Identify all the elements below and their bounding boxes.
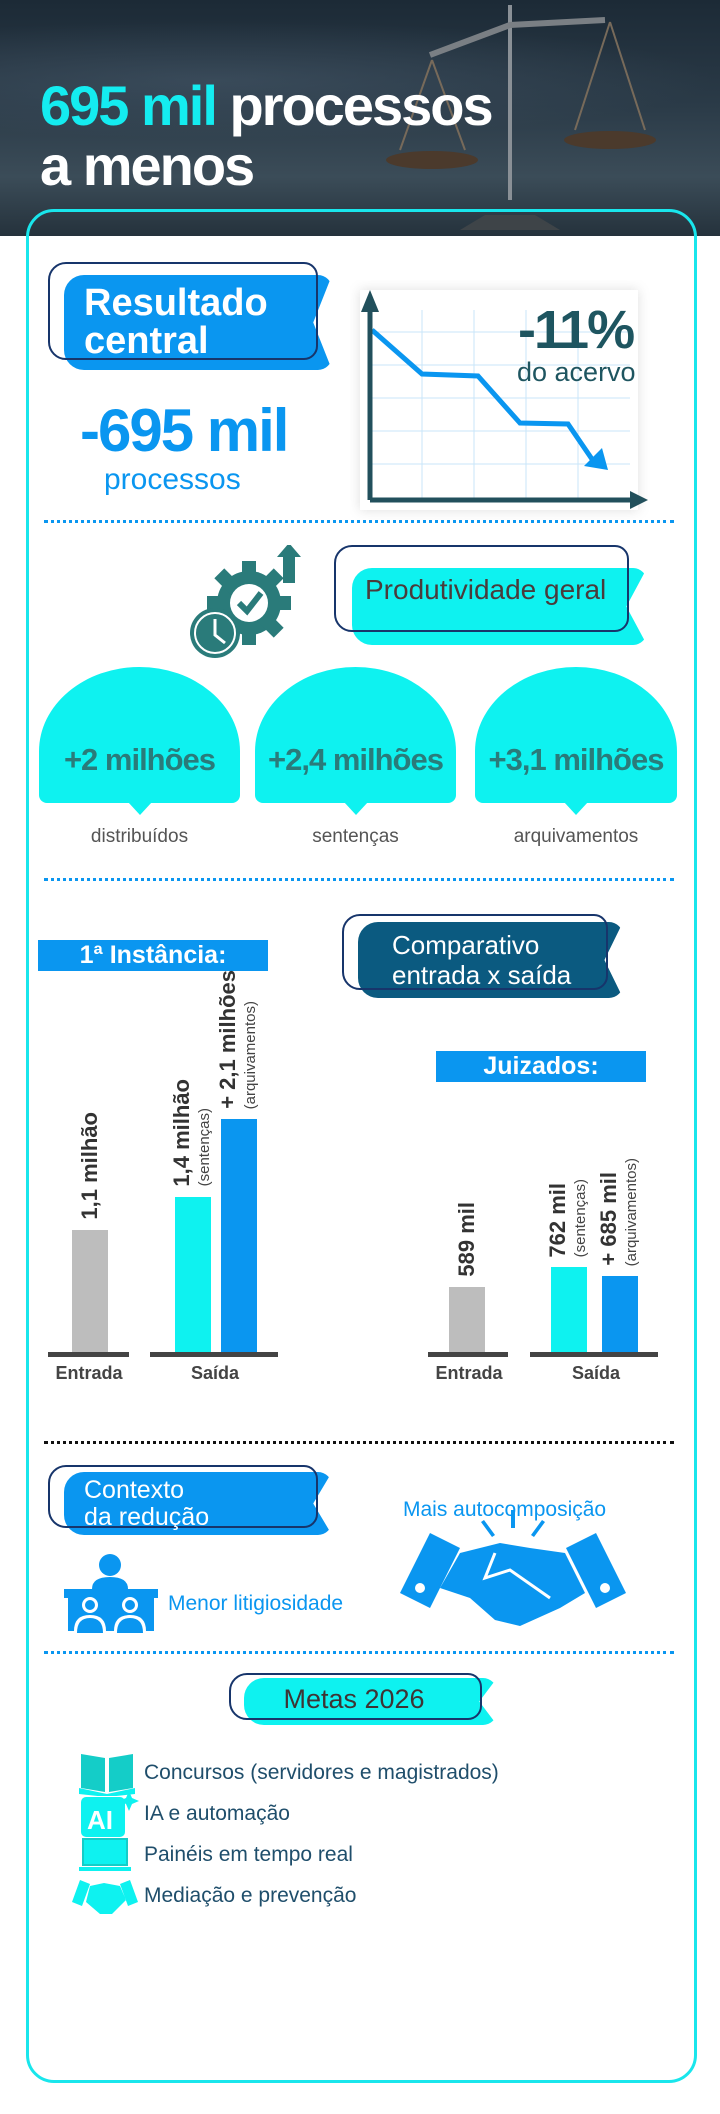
svg-text:AI: AI bbox=[87, 1805, 113, 1835]
metas-banner bbox=[244, 1678, 497, 1725]
juizados-heading: Juizados: bbox=[436, 1051, 646, 1082]
laptop-icon bbox=[79, 1838, 131, 1871]
stat-bubble bbox=[255, 667, 456, 803]
bar-sub-label: (arquivamentos) bbox=[242, 1000, 259, 1109]
bar-sub-label: (arquivamentos) bbox=[623, 1157, 640, 1266]
book-icon bbox=[79, 1754, 135, 1796]
meta-item: Mediação e prevenção bbox=[72, 1876, 356, 1916]
stat-value: +3,1 milhões bbox=[488, 742, 665, 777]
meta-item: Concursos (servidores e magistrados) bbox=[79, 1753, 499, 1796]
banner-outline bbox=[48, 262, 318, 360]
handshake-icon bbox=[400, 1510, 626, 1626]
percent-value: -11% bbox=[518, 300, 635, 360]
bar-baseline bbox=[428, 1352, 508, 1357]
contexto-title: Contexto da redução bbox=[84, 1477, 209, 1531]
bar-sub-label: (sentenças) bbox=[196, 1108, 213, 1187]
stat-value: +2,4 milhões bbox=[268, 742, 444, 777]
result-unit: processos bbox=[104, 463, 241, 496]
banner-line: Contexto bbox=[84, 1476, 185, 1504]
bubble-pointer bbox=[127, 802, 152, 815]
bar-saída bbox=[221, 1118, 257, 1352]
metas-title: Metas 2026 bbox=[283, 1684, 425, 1714]
category-label: Saída bbox=[190, 1363, 240, 1383]
divider bbox=[44, 520, 674, 523]
bubble-pointer bbox=[343, 802, 368, 815]
bar-baseline bbox=[530, 1352, 658, 1357]
divider bbox=[44, 878, 674, 881]
stat-bubble bbox=[39, 667, 240, 803]
produtividade-title: Produtividade geral bbox=[365, 574, 607, 605]
scales-of-justice-image bbox=[386, 5, 656, 230]
bar-saída bbox=[175, 1196, 211, 1352]
category-label: Entrada bbox=[55, 1363, 123, 1383]
divider bbox=[44, 1651, 674, 1654]
bar-baseline bbox=[48, 1352, 129, 1357]
hero-background bbox=[0, 20, 720, 140]
banner-line: Comparativo bbox=[392, 930, 540, 960]
bar-entrada bbox=[449, 1286, 485, 1352]
percent-label: do acervo bbox=[517, 357, 636, 387]
comparativo-banner bbox=[358, 922, 623, 998]
hero-title-line1: 695 mil processos bbox=[40, 74, 494, 137]
audience-people-icon bbox=[64, 1554, 158, 1633]
divider bbox=[44, 1441, 674, 1444]
hero-header: 695 mil processos a menos bbox=[0, 0, 720, 236]
bar-sub-label: (sentenças) bbox=[572, 1179, 589, 1258]
bar-saída bbox=[551, 1267, 587, 1352]
bar-saída bbox=[602, 1275, 638, 1352]
stat-bubble bbox=[475, 667, 677, 803]
meta-item: Painéis em tempo real bbox=[79, 1835, 353, 1875]
stat-label: arquivamentos bbox=[513, 826, 639, 847]
bar-value-label: 589 mil bbox=[454, 1202, 479, 1277]
bar-value-label: + 2,1 milhões bbox=[215, 970, 240, 1109]
hero-title-line2: a menos bbox=[40, 134, 255, 197]
content-card bbox=[26, 209, 697, 2083]
comparativo-title: Comparativo entrada x saída bbox=[392, 930, 571, 990]
banner-line: central bbox=[84, 320, 209, 362]
meta-item: AI IA e automação bbox=[79, 1791, 290, 1837]
bar-value-label: 762 mil bbox=[545, 1182, 570, 1258]
banner-line: da redução bbox=[84, 1503, 210, 1531]
stat-value: +2 milhões bbox=[63, 742, 216, 777]
declining-chart-icon bbox=[360, 290, 648, 510]
stat-label: distribuídos bbox=[90, 826, 189, 847]
contexto-banner bbox=[64, 1472, 332, 1535]
gear-clock-productivity-icon bbox=[190, 545, 301, 658]
banner-outline bbox=[229, 1673, 482, 1720]
resultado-banner bbox=[64, 275, 332, 370]
stat-label: sentenças bbox=[312, 826, 399, 847]
banner-outline bbox=[342, 914, 608, 990]
title-highlight: 695 mil bbox=[40, 74, 218, 137]
meta-text: Painéis em tempo real bbox=[144, 1843, 353, 1866]
bar-value-label: + 685 mil bbox=[596, 1172, 621, 1266]
result-value: -695 mil bbox=[80, 397, 289, 464]
banner-line: entrada x saída bbox=[392, 960, 572, 990]
resultado-title: Resultado central bbox=[84, 284, 268, 360]
bar-value-label: 1,4 milhão bbox=[169, 1079, 194, 1187]
meta-text: IA e automação bbox=[144, 1802, 290, 1825]
category-label: Entrada bbox=[435, 1363, 503, 1383]
mais-autocomposicao-label: Mais autocomposição bbox=[403, 1498, 607, 1521]
banner-outline bbox=[48, 1465, 318, 1528]
handshake-icon bbox=[72, 1880, 138, 1914]
produtividade-banner bbox=[352, 568, 647, 645]
bubble-pointer bbox=[564, 802, 588, 815]
bar-baseline bbox=[150, 1352, 278, 1357]
ai-icon: AI bbox=[81, 1791, 139, 1837]
bar-value-label: 1,1 milhão bbox=[77, 1112, 102, 1220]
meta-text: Concursos (servidores e magistrados) bbox=[144, 1761, 499, 1784]
category-label: Saída bbox=[571, 1363, 621, 1383]
title-rest: processos bbox=[229, 74, 493, 137]
banner-outline bbox=[334, 545, 629, 632]
meta-text: Mediação e prevenção bbox=[144, 1884, 357, 1907]
primeira-instancia-heading: 1ª Instância: bbox=[38, 940, 268, 971]
menor-litigiosidade-label: Menor litigiosidade bbox=[168, 1592, 344, 1615]
banner-line: Resultado bbox=[84, 282, 268, 324]
bar-entrada bbox=[72, 1229, 108, 1352]
